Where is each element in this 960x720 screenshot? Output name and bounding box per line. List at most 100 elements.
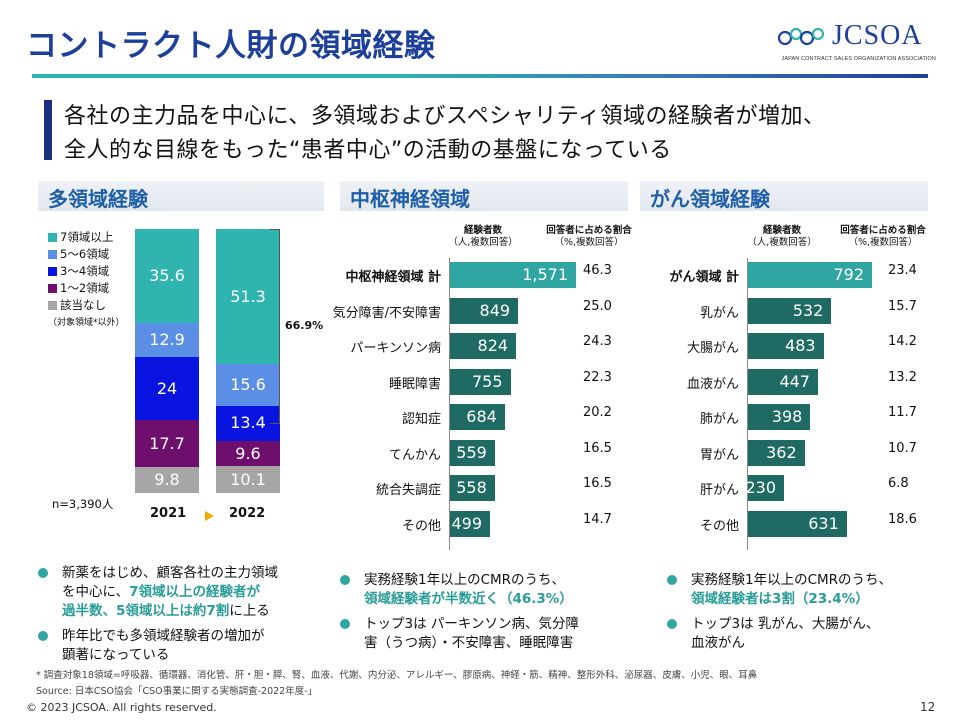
bar-value-label: 483	[785, 336, 816, 355]
legend-label: 1～2領域	[60, 281, 110, 295]
column-header-count-sub: （人,複数回答）	[448, 237, 518, 248]
bullet-text: 実務経験1年以上のCMRのうち、	[364, 571, 565, 590]
bar-value-label: 532	[792, 300, 824, 320]
bar-value-label: 684	[466, 407, 497, 426]
axis-line	[747, 258, 748, 550]
stack-value-label: 15.6	[230, 375, 266, 394]
bullet-segment: 新薬をはじめ、顧客各社の主力領域	[62, 565, 278, 581]
bar-value-label: 849	[479, 300, 511, 320]
bracket-line	[270, 229, 280, 424]
column-header-count-title: 経験者数	[463, 225, 502, 236]
legend-item: 3～4領域	[48, 263, 109, 279]
bar-value-label: 447	[779, 371, 810, 391]
bar: 792	[748, 262, 872, 288]
column-header-pct: 回答者に占める割合 （%,複数回答）	[534, 225, 644, 249]
column-header-pct-sub: （%,複数回答）	[554, 237, 624, 248]
bar-value-label: 1,571	[522, 265, 568, 284]
bullet-highlight: 領域経験者が半数近く（46.3%）	[364, 591, 573, 607]
section-title-cancer: がん領域経験	[650, 187, 770, 211]
bar: 849	[450, 297, 519, 324]
legend-label: 3～4領域	[60, 264, 110, 278]
legend-swatch	[48, 232, 57, 242]
row-label: その他	[401, 518, 441, 534]
pct-label: 6.8	[888, 476, 909, 491]
bullet-text: 血液がん	[691, 634, 745, 653]
bar: 447	[748, 368, 818, 395]
pct-label: 11.7	[888, 405, 917, 420]
row-label: 肝がん	[699, 483, 739, 498]
column-header-pct-title: 回答者に占める割合	[546, 225, 632, 236]
bullet-highlight: 領域経験者は3割（23.4%）	[691, 591, 869, 607]
pct-label: 13.2	[888, 369, 917, 385]
legend-label: 7領域以上	[60, 230, 114, 244]
bullet-highlight: 過半数、5領域以上は約7割	[62, 603, 230, 619]
bullet-text: 昨年比でも多領域経験者の増加が	[62, 627, 265, 646]
year-label-2022: 2022	[229, 506, 266, 521]
bar: 558	[450, 475, 495, 501]
bar-value-label: 755	[472, 371, 503, 391]
pct-label: 16.5	[583, 440, 612, 456]
bullet-segment: 顕著になっている	[62, 647, 170, 663]
bar-value-label: 559	[456, 442, 487, 462]
stack-value-label: 24	[156, 378, 178, 398]
section-header-cns: 中枢神経領域	[340, 181, 628, 211]
bullet-dot-icon	[667, 619, 677, 629]
bullet-segment: 害（うつ病）・不安障害、睡眠障害	[364, 635, 574, 651]
bullet-segment: 昨年比でも多領域経験者の増加が	[62, 628, 265, 644]
logo-text: JCSOA	[832, 20, 923, 51]
section-header-multi: 多領域経験	[38, 181, 324, 211]
bar-value-label: 631	[808, 513, 839, 533]
bullet-segment: トップ3は パーキンソン病、気分障	[364, 616, 579, 632]
section-header-cancer: がん領域経験	[640, 181, 928, 211]
bullet-line: トップ3は 乳がん、大腸がん、	[667, 615, 947, 634]
row-label: その他	[699, 518, 739, 534]
pct-label: 16.5	[583, 476, 612, 491]
legend-label: 5～6領域	[60, 247, 110, 261]
legend-item: 7領域以上	[48, 229, 113, 245]
copyright: © 2023 JCSOA. All rights reserved.	[26, 701, 217, 714]
bullet-segment: 血液がん	[691, 635, 745, 651]
bullet-line: 過半数、5領域以上は約7割に上る	[38, 602, 318, 621]
row-label: 統合失調症	[375, 483, 441, 498]
pct-label: 15.7	[888, 298, 917, 314]
section-title-multi: 多領域経験	[48, 187, 148, 211]
stack-value-label: 12.9	[149, 329, 185, 349]
legend-swatch	[48, 266, 57, 276]
stack-segment: 13.4	[216, 405, 280, 441]
stack-segment: 10.1	[216, 466, 280, 493]
bullet-text: 領域経験者は3割（23.4%）	[691, 590, 869, 609]
column-header-count: 経験者数 （人,複数回答）	[727, 225, 837, 249]
bullet-text: 過半数、5領域以上は約7割に上る	[62, 602, 270, 621]
bullet-dot-icon	[667, 575, 677, 585]
bar-value-label: 398	[771, 407, 803, 426]
footnote: * 調査対象18領域=呼吸器、循環器、消化管、肝・胆・膵、腎、血液、代謝、内分泌…	[36, 670, 758, 681]
headline-line-2: 全人的な目線をもった“患者中心”の活動の基盤になっている	[64, 138, 672, 163]
bullet-line: 害（うつ病）・不安障害、睡眠障害	[340, 634, 620, 653]
bracket-label: 66.9%	[285, 319, 324, 332]
pct-label: 14.7	[583, 511, 612, 527]
headline-accent-bar	[44, 100, 52, 160]
page-number: 12	[920, 700, 936, 714]
pct-label: 22.3	[583, 369, 612, 385]
column-header-count-title: 経験者数	[762, 225, 801, 236]
legend-label: 該当なし	[60, 298, 106, 312]
axis-line	[449, 258, 450, 550]
bullet-text: 害（うつ病）・不安障害、睡眠障害	[364, 634, 573, 653]
row-label: 乳がん	[699, 305, 739, 321]
bullet-dot-icon	[340, 575, 350, 585]
bullet-text: トップ3は パーキンソン病、気分障	[364, 615, 579, 634]
bullet-segment: に上る	[229, 603, 270, 619]
pct-label: 14.2	[888, 334, 917, 349]
column-header-count: 経験者数 （人,複数回答）	[428, 225, 538, 249]
stack-value-label: 17.7	[149, 433, 185, 453]
legend-swatch	[48, 249, 57, 259]
stack-value-label: 10.1	[230, 469, 266, 489]
column-header-pct-title: 回答者に占める割合	[840, 225, 926, 236]
bar: 532	[748, 297, 832, 324]
bullet-line: を中心に、7領域以上の経験者が	[38, 583, 318, 602]
bullet-segment: を中心に、	[62, 584, 130, 600]
bullet-line: 血液がん	[667, 634, 947, 653]
page-title: コントラクト人財の領域経験	[26, 28, 436, 64]
bullet-segment: トップ3は 乳がん、大腸がん、	[691, 616, 880, 632]
legend-item: 該当なし	[48, 297, 106, 313]
